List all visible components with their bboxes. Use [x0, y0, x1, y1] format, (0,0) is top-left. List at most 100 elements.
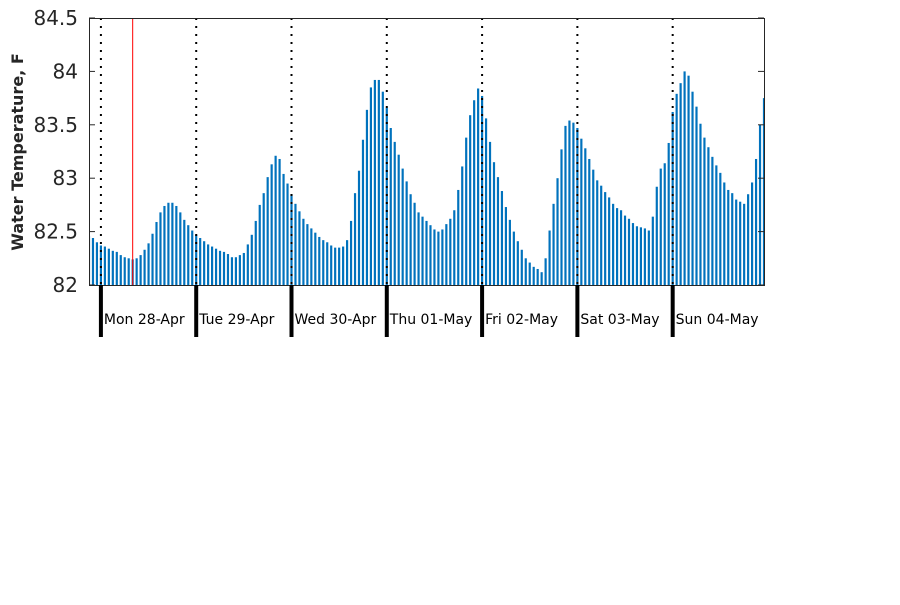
y-tick-label: 83 — [53, 166, 78, 190]
temperature-bar — [207, 244, 210, 285]
temperature-bar — [540, 272, 543, 285]
temperature-bar — [262, 193, 265, 285]
temperature-bar — [496, 177, 500, 285]
temperature-bar — [147, 243, 150, 285]
temperature-bar — [242, 252, 245, 285]
temperature-bar — [572, 122, 575, 285]
temperature-bar — [747, 194, 750, 285]
temperature-bar — [580, 138, 583, 285]
day-label: Tue 29-Apr — [198, 312, 274, 328]
temperature-bar — [584, 148, 587, 285]
temperature-bar — [250, 234, 253, 285]
temperature-bar — [211, 246, 214, 285]
temperature-bar — [246, 244, 249, 285]
temperature-bar — [600, 185, 603, 285]
temperature-bar — [469, 115, 472, 285]
temperature-bar — [314, 232, 317, 285]
temperature-bar — [282, 173, 285, 285]
temperature-bar — [723, 182, 726, 285]
temperature-bar — [449, 218, 452, 285]
temperature-bar — [576, 128, 579, 285]
temperature-bar — [107, 248, 110, 285]
temperature-bar — [465, 137, 468, 285]
temperature-bar — [588, 158, 591, 285]
temperature-bar — [596, 180, 599, 285]
temperature-bar — [520, 249, 523, 285]
temperature-bar — [346, 240, 349, 285]
temperature-bar — [457, 189, 460, 285]
day-label: Sun 04-May — [676, 312, 759, 328]
bars-layer — [89, 71, 764, 286]
temperature-bar — [99, 245, 102, 285]
temperature-bar — [492, 162, 496, 285]
temperature-bar — [385, 107, 388, 286]
temperature-bar — [751, 182, 754, 285]
temperature-bar — [643, 228, 646, 285]
day-label: Sat 03-May — [580, 312, 659, 328]
temperature-bar — [715, 165, 718, 285]
temperature-bar — [322, 240, 325, 285]
temperature-bar — [123, 257, 126, 285]
temperature-bar — [270, 164, 273, 285]
temperature-bar — [758, 124, 762, 285]
temperature-bar — [667, 142, 670, 285]
temperature-bar — [481, 95, 484, 286]
day-label: Fri 02-May — [485, 312, 558, 328]
temperature-bar — [504, 207, 507, 285]
temperature-bar — [397, 154, 400, 285]
temperature-bar — [326, 242, 329, 285]
temperature-bar — [683, 71, 686, 286]
temperature-bar — [524, 258, 527, 285]
temperature-bar — [377, 79, 380, 285]
temperature-bar — [528, 262, 531, 285]
plot-frame — [89, 18, 765, 286]
temperature-bar — [357, 170, 361, 285]
temperature-bar — [532, 266, 535, 285]
temperature-bar — [401, 168, 404, 285]
temperature-bar — [754, 158, 758, 285]
temperature-bar — [437, 231, 440, 285]
temperature-bar — [111, 250, 114, 285]
temperature-bar — [762, 98, 764, 285]
temperature-bar — [143, 249, 146, 285]
temperature-bar — [473, 100, 476, 286]
temperature-bar — [707, 147, 710, 285]
temperature-bar — [719, 172, 722, 285]
temperature-bar — [639, 227, 642, 285]
temperature-bar — [393, 141, 396, 285]
temperature-bar — [226, 254, 230, 285]
day-label: Wed 30-Apr — [295, 312, 377, 328]
temperature-bar — [199, 238, 202, 285]
temperature-bar — [155, 221, 158, 285]
temperature-bar — [334, 247, 337, 285]
temperature-bar — [365, 109, 369, 285]
temperature-bar — [175, 205, 178, 285]
y-tick-label: 82.5 — [33, 220, 78, 244]
temperature-bar — [623, 215, 627, 285]
temperature-bar — [441, 229, 444, 285]
temperature-bar — [179, 212, 182, 285]
temperature-bar — [310, 228, 313, 285]
temperature-bar — [361, 139, 365, 285]
temperature-bar — [544, 258, 547, 285]
y-axis-label: Water Temperature, F — [8, 53, 27, 251]
temperature-bar — [405, 181, 408, 285]
temperature-bar — [222, 251, 226, 285]
temperature-bar — [477, 88, 480, 286]
temperature-bar — [739, 201, 742, 285]
temperature-bar — [203, 241, 206, 285]
temperature-bar — [695, 106, 698, 285]
temperature-bar — [508, 219, 511, 285]
temperature-bar — [711, 156, 714, 285]
temperature-bar — [659, 168, 662, 285]
temperature-bar — [647, 230, 650, 285]
temperature-bar — [95, 242, 99, 285]
temperature-bar — [234, 257, 237, 285]
temperature-bar — [488, 141, 492, 285]
temperature-bar — [631, 223, 635, 285]
temperature-bar — [290, 194, 293, 285]
temperature-bar — [453, 210, 456, 285]
temperature-bar — [619, 210, 623, 285]
y-tick-label: 84 — [53, 59, 78, 83]
